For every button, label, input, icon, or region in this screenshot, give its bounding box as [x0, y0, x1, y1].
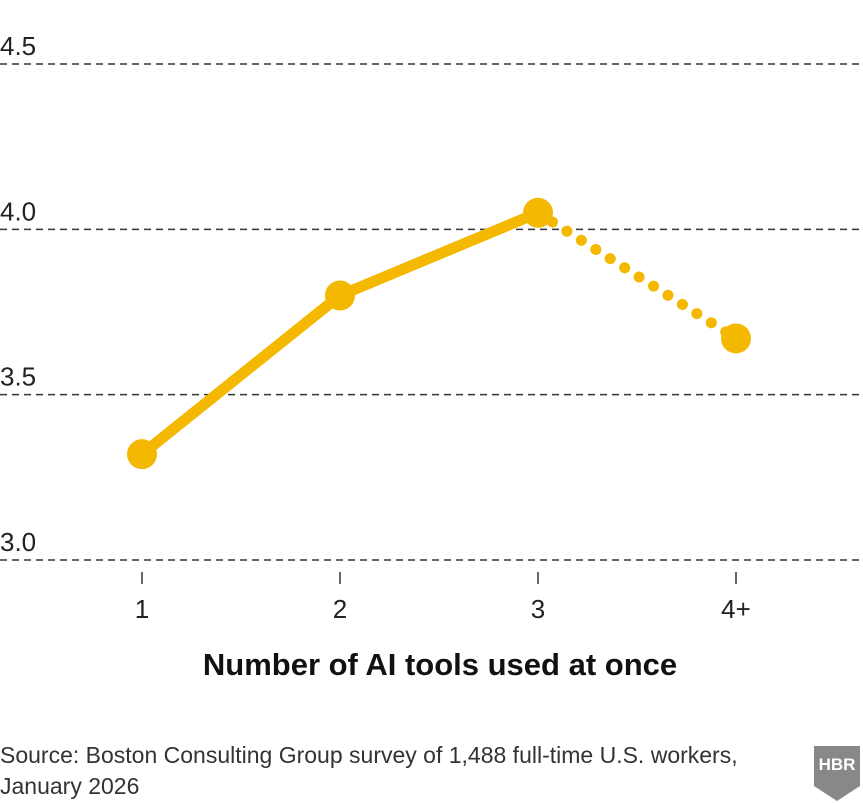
hbr-logo-text: HBR: [819, 755, 856, 774]
y-tick-label: 4.5: [0, 31, 36, 61]
y-tick-label: 3.0: [0, 527, 36, 557]
data-point: [721, 323, 751, 354]
gridlines: [0, 63, 863, 561]
y-tick-label: 4.0: [0, 196, 36, 226]
line-chart: 3.0 3.5 4.0 4.5 1 2 3 4+ Number of AI tools us…: [0, 31, 863, 682]
hbr-logo: HBR: [814, 746, 860, 801]
series-lines: [136, 207, 742, 460]
series-points: [127, 197, 751, 470]
source-note: Source: Boston Consulting Group survey o…: [0, 740, 800, 802]
series-line-dotted: [532, 207, 742, 344]
series-line-solid: [136, 207, 544, 460]
data-point: [325, 280, 355, 311]
x-axis-label: Number of AI tools used at once: [203, 647, 677, 682]
data-point: [127, 439, 157, 470]
source-line-2: January 2026: [0, 773, 140, 799]
x-tick-label: 3: [531, 594, 545, 624]
source-line-1: Source: Boston Consulting Group survey o…: [0, 742, 738, 768]
data-point: [523, 197, 553, 228]
hbr-shield-shape: [814, 746, 860, 801]
x-axis-ticks: 1 2 3 4+: [135, 572, 751, 624]
y-tick-label: 3.5: [0, 362, 36, 392]
x-tick-label: 4+: [721, 594, 751, 624]
x-tick-label: 2: [333, 594, 347, 624]
x-tick-label: 1: [135, 594, 149, 624]
y-tick-labels: 3.0 3.5 4.0 4.5: [0, 31, 36, 557]
